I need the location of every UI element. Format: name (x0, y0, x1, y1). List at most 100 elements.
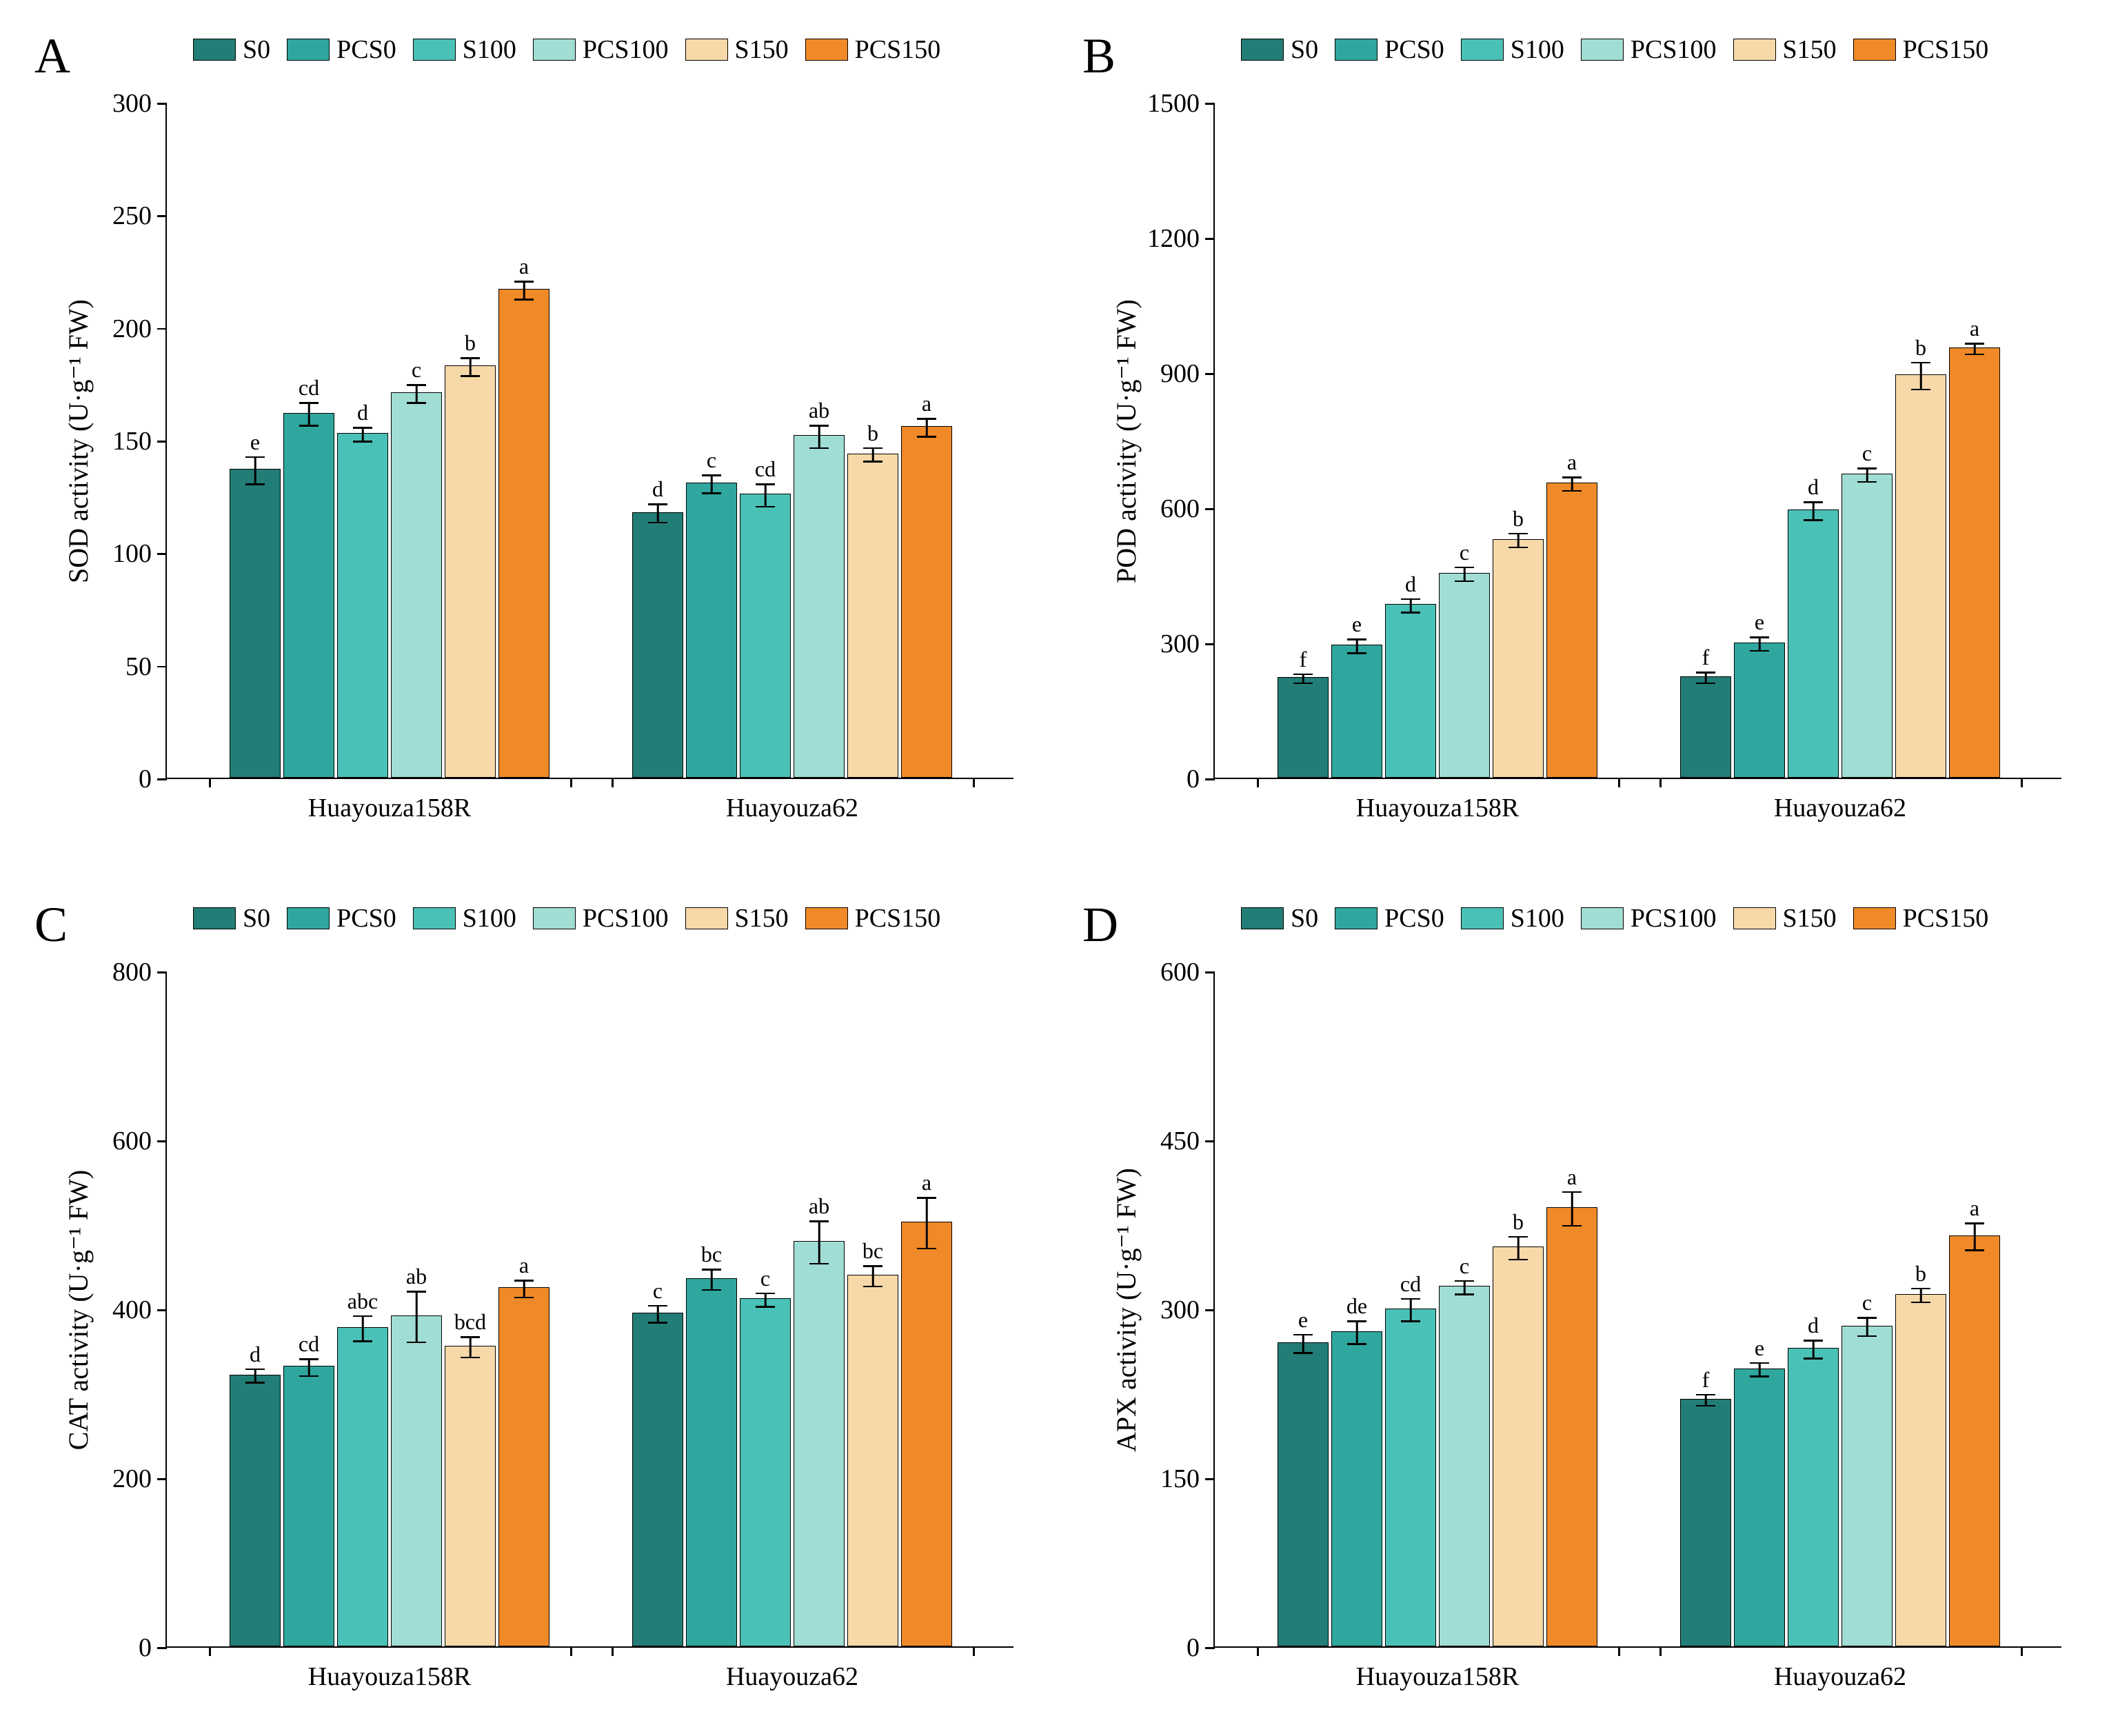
error-bar (818, 1221, 820, 1263)
error-bar (1920, 1289, 1922, 1302)
y-tick-label: 250 (112, 201, 167, 231)
y-axis-title: POD activity (U·g⁻¹ FW) (1110, 299, 1142, 583)
legend-swatch (1581, 39, 1624, 61)
legend-item-PCS0: PCS0 (287, 34, 396, 65)
significance-label: cd (755, 456, 776, 482)
error-bar (470, 1337, 472, 1357)
error-cap (299, 1358, 319, 1360)
bar-S150 (847, 1275, 898, 1646)
error-bar (1571, 1192, 1573, 1226)
significance-label: bc (701, 1242, 722, 1267)
legend: S0PCS0S100PCS100S150PCS150 (1241, 34, 1988, 65)
legend-label: S150 (735, 34, 789, 65)
y-tick-label: 800 (112, 957, 167, 987)
x-group-label: Huayouza62 (1774, 778, 1906, 823)
significance-label: e (1755, 1335, 1764, 1361)
legend-label: PCS100 (1631, 903, 1717, 933)
y-tick-label: 150 (1160, 1464, 1215, 1494)
bar-S100 (1788, 1348, 1839, 1646)
error-cap (1911, 389, 1930, 391)
error-cap (1401, 598, 1420, 600)
legend-label: S100 (463, 903, 516, 933)
y-tick-label: 600 (112, 1126, 167, 1156)
bar-S150 (1493, 539, 1544, 778)
significance-label: a (519, 1253, 529, 1278)
significance-label: a (1970, 1195, 1979, 1221)
error-cap (461, 357, 480, 359)
panel-letter: C (34, 896, 68, 953)
bar-PCS100 (391, 392, 442, 778)
error-cap (756, 483, 775, 485)
error-cap (1455, 581, 1474, 583)
error-cap (461, 1336, 480, 1338)
significance-label: c (760, 1266, 770, 1291)
bar-S150 (1493, 1247, 1544, 1646)
error-cap (1455, 1293, 1474, 1295)
legend-swatch (533, 907, 576, 929)
bar-PCS100 (1439, 573, 1490, 778)
legend-label: S0 (243, 903, 270, 933)
legend-swatch (193, 39, 236, 61)
error-cap (1293, 1352, 1313, 1354)
x-tick (973, 1646, 975, 1656)
error-bar (1410, 599, 1412, 613)
error-cap (809, 1220, 829, 1222)
x-tick (1659, 778, 1662, 787)
y-tick-label: 300 (1160, 629, 1215, 659)
error-bar (1571, 477, 1573, 491)
error-bar (818, 425, 820, 448)
x-group-label: Huayouza62 (1774, 1646, 1906, 1692)
significance-label: b (867, 421, 878, 446)
legend-label: S100 (1511, 903, 1564, 933)
error-cap (1804, 501, 1823, 503)
y-tick-label: 200 (112, 1464, 167, 1494)
bar-PCS0 (1734, 1369, 1785, 1646)
error-cap (1750, 1362, 1769, 1364)
error-cap (809, 1263, 829, 1265)
error-cap (1508, 1236, 1528, 1238)
legend-label: PCS0 (1384, 34, 1444, 65)
legend-label: PCS0 (1384, 903, 1444, 933)
significance-label: abc (347, 1289, 378, 1314)
error-cap (1965, 1222, 1984, 1224)
legend-label: S150 (1783, 903, 1837, 933)
error-bar (1866, 1318, 1868, 1335)
bar-PCS0 (686, 483, 737, 778)
legend-swatch (1853, 907, 1896, 929)
error-cap (1455, 567, 1474, 569)
error-bar (1410, 1299, 1412, 1322)
error-cap (648, 503, 667, 505)
error-cap (1804, 1357, 1823, 1360)
error-cap (1293, 674, 1313, 676)
significance-label: b (1915, 1261, 1926, 1286)
bar-S150 (445, 365, 496, 778)
error-bar (254, 1369, 256, 1383)
significance-label: f (1702, 1367, 1710, 1393)
error-cap (1562, 1225, 1582, 1227)
plot-area: 030060090012001500fedcbaHuayouza158Rfedc… (1213, 103, 2061, 779)
error-cap (702, 1289, 721, 1291)
legend-label: PCS150 (855, 903, 941, 933)
panel-A: AS0PCS0S100PCS100S150PCS1500501001502002… (14, 7, 1041, 855)
error-bar (1464, 1281, 1466, 1295)
significance-label: d (357, 400, 368, 425)
significance-label: c (1862, 441, 1872, 466)
error-cap (353, 427, 372, 429)
legend-item-S100: S100 (413, 903, 516, 933)
y-tick-label: 150 (112, 426, 167, 456)
error-bar (523, 1280, 525, 1298)
error-cap (407, 402, 426, 404)
significance-label: bcd (454, 1309, 486, 1335)
significance-label: e (1352, 612, 1362, 637)
legend-swatch (1461, 907, 1504, 929)
error-cap (1508, 533, 1528, 535)
significance-label: d (250, 1342, 261, 1367)
significance-label: c (1862, 1290, 1872, 1315)
significance-label: a (519, 254, 529, 279)
error-bar (1759, 637, 1761, 651)
bar-S100 (337, 1327, 388, 1646)
legend-item-S100: S100 (1461, 34, 1564, 65)
legend-swatch (1241, 907, 1284, 929)
y-tick-label: 400 (112, 1295, 167, 1325)
legend-swatch (413, 39, 456, 61)
